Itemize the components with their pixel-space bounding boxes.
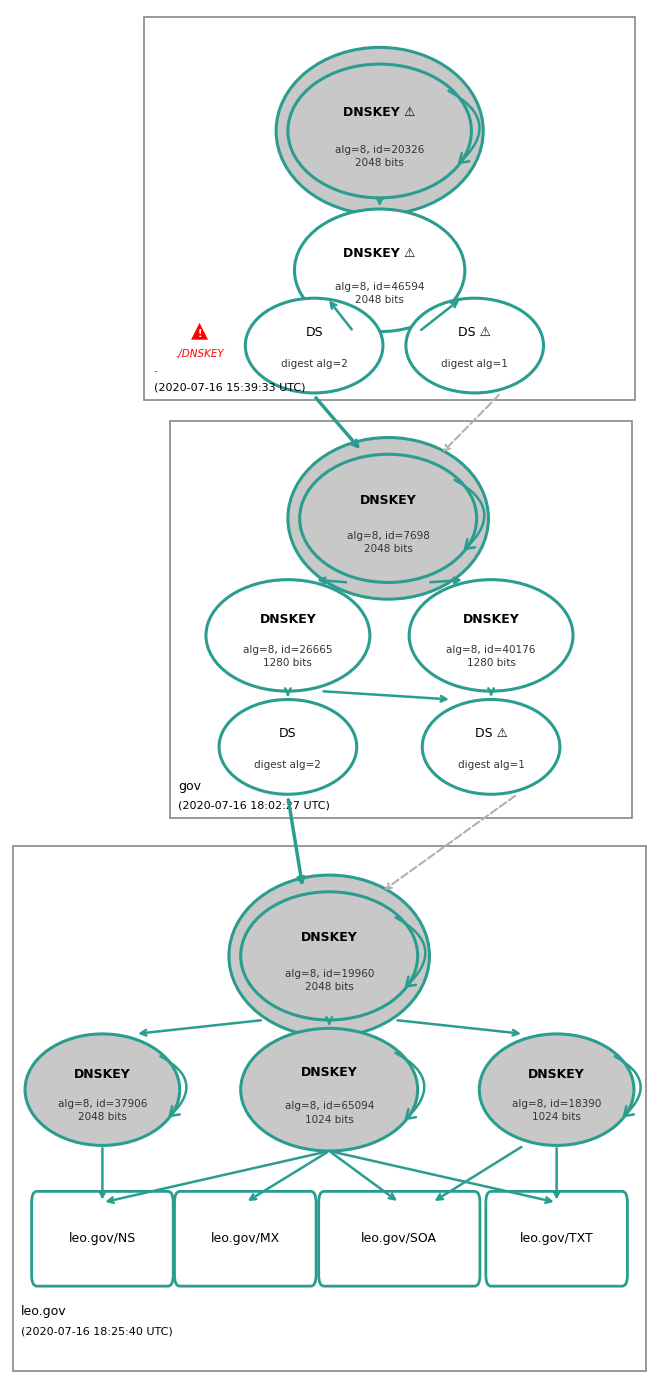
Text: leo.gov/TXT: leo.gov/TXT — [520, 1233, 594, 1245]
Text: .: . — [153, 362, 157, 375]
Text: digest alg=2: digest alg=2 — [254, 760, 321, 769]
Text: alg=8, id=65094
1024 bits: alg=8, id=65094 1024 bits — [284, 1101, 374, 1125]
Text: DNSKEY: DNSKEY — [301, 1066, 358, 1079]
Ellipse shape — [288, 64, 471, 197]
Ellipse shape — [294, 208, 465, 332]
FancyArrowPatch shape — [395, 1053, 424, 1119]
Text: alg=8, id=19960
2048 bits: alg=8, id=19960 2048 bits — [284, 968, 374, 992]
FancyBboxPatch shape — [170, 421, 632, 818]
Text: alg=8, id=18390
1024 bits: alg=8, id=18390 1024 bits — [512, 1100, 602, 1122]
Ellipse shape — [409, 579, 573, 691]
Ellipse shape — [25, 1034, 180, 1146]
Ellipse shape — [479, 1034, 634, 1146]
FancyArrowPatch shape — [455, 480, 485, 548]
FancyArrowPatch shape — [395, 918, 425, 986]
FancyBboxPatch shape — [13, 846, 646, 1371]
Text: DS ⚠: DS ⚠ — [475, 727, 508, 740]
Text: DNSKEY ⚠: DNSKEY ⚠ — [344, 246, 416, 260]
Text: alg=8, id=40176
1280 bits: alg=8, id=40176 1280 bits — [446, 645, 536, 669]
FancyBboxPatch shape — [143, 17, 635, 400]
Ellipse shape — [299, 455, 477, 582]
Text: DS: DS — [305, 326, 323, 339]
Text: leo.gov/NS: leo.gov/NS — [69, 1233, 136, 1245]
Ellipse shape — [206, 579, 369, 691]
Ellipse shape — [219, 700, 357, 795]
Ellipse shape — [288, 438, 488, 599]
FancyArrowPatch shape — [448, 91, 479, 162]
Text: alg=8, id=20326
2048 bits: alg=8, id=20326 2048 bits — [335, 144, 424, 168]
Text: !: ! — [197, 329, 202, 340]
Text: DNSKEY ⚠: DNSKEY ⚠ — [344, 106, 416, 119]
FancyBboxPatch shape — [32, 1192, 173, 1286]
Text: gov: gov — [178, 781, 202, 793]
Text: DS ⚠: DS ⚠ — [458, 326, 491, 339]
Text: DNSKEY: DNSKEY — [528, 1067, 585, 1080]
Text: alg=8, id=46594
2048 bits: alg=8, id=46594 2048 bits — [335, 283, 424, 305]
Text: DNSKEY: DNSKEY — [260, 613, 316, 627]
Text: leo.gov/SOA: leo.gov/SOA — [362, 1233, 438, 1245]
Text: alg=8, id=37906
2048 bits: alg=8, id=37906 2048 bits — [58, 1100, 147, 1122]
Ellipse shape — [229, 874, 430, 1037]
Ellipse shape — [406, 298, 543, 393]
FancyBboxPatch shape — [319, 1192, 480, 1286]
FancyBboxPatch shape — [175, 1192, 316, 1286]
Text: (2020-07-16 18:02:27 UTC): (2020-07-16 18:02:27 UTC) — [178, 800, 330, 810]
Text: DNSKEY: DNSKEY — [360, 494, 416, 506]
Text: digest alg=2: digest alg=2 — [281, 358, 348, 368]
Text: (2020-07-16 18:25:40 UTC): (2020-07-16 18:25:40 UTC) — [21, 1326, 173, 1337]
Text: ./DNSKEY: ./DNSKEY — [175, 348, 224, 360]
Text: digest alg=1: digest alg=1 — [457, 760, 525, 769]
Text: (2020-07-16 15:39:33 UTC): (2020-07-16 15:39:33 UTC) — [153, 382, 305, 392]
Ellipse shape — [276, 48, 483, 214]
Ellipse shape — [241, 1028, 418, 1151]
Text: ▲: ▲ — [191, 320, 208, 340]
Ellipse shape — [245, 298, 383, 393]
Text: DS: DS — [279, 727, 297, 740]
FancyBboxPatch shape — [486, 1192, 627, 1286]
Text: leo.gov: leo.gov — [21, 1305, 67, 1318]
Text: leo.gov/MX: leo.gov/MX — [211, 1233, 280, 1245]
Ellipse shape — [241, 891, 418, 1020]
Text: DNSKEY: DNSKEY — [463, 613, 520, 627]
FancyArrowPatch shape — [615, 1056, 641, 1116]
Text: alg=8, id=7698
2048 bits: alg=8, id=7698 2048 bits — [347, 532, 430, 554]
Text: DNSKEY: DNSKEY — [74, 1067, 131, 1080]
Text: alg=8, id=26665
1280 bits: alg=8, id=26665 1280 bits — [243, 645, 332, 669]
Text: digest alg=1: digest alg=1 — [442, 358, 508, 368]
Ellipse shape — [422, 700, 560, 795]
FancyArrowPatch shape — [161, 1056, 186, 1116]
Text: DNSKEY: DNSKEY — [301, 932, 358, 944]
